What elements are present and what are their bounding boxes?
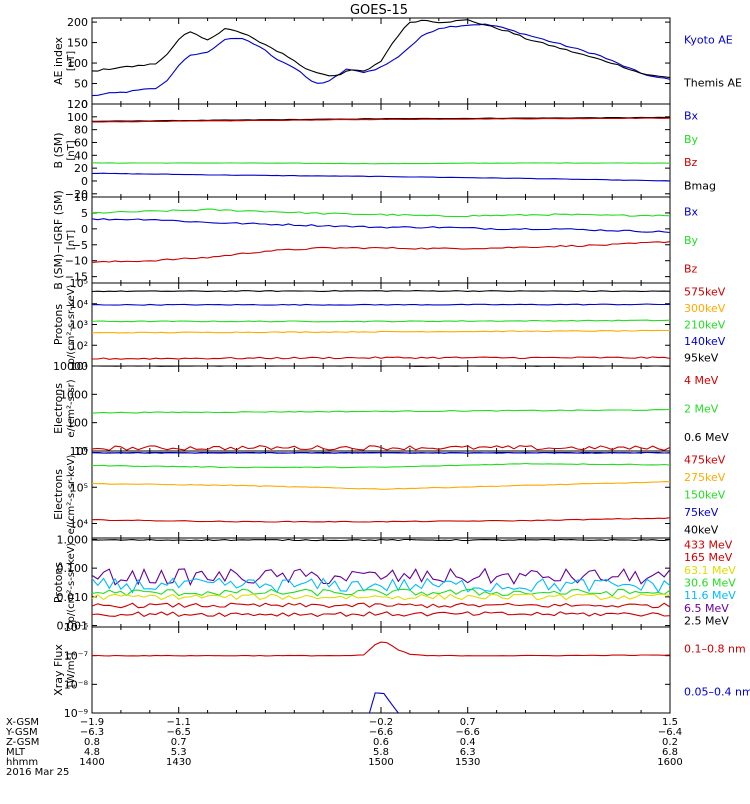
legend-bigrf-0: Bx [684,205,699,218]
series-bsm-3 [92,173,670,181]
series-electrons2-3 [92,482,670,490]
series-protons2-5 [92,603,670,608]
legend-protons1-2: 210keV [684,319,726,332]
legend-electrons1-2: 0.6 MeV [684,431,729,444]
legend-electrons2-2: 150keV [684,489,726,502]
ytick-label-bigrf-5: 10 [74,191,88,204]
ylabel-ae: AE index [52,36,65,85]
legend-protons1-4: 95keV [684,352,719,365]
date-label: 2016 Mar 25 [6,767,69,778]
series-electrons2-4 [92,518,670,522]
xcol-3-4: 1530 [455,757,480,768]
ylabel-protons2: Protons [52,562,65,603]
series-bsm-2 [92,163,670,164]
ytick-label-bsm-1: 0 [81,175,88,188]
legend-protons2-0: 433 MeV [684,538,733,551]
ytick-label-ae-3: 150 [67,37,88,50]
series-bigrf-2 [92,242,670,263]
legend-electrons2-0: 475keV [684,454,726,467]
series-protons1-0 [92,291,670,292]
ylabel-units-ae: [nT] [66,51,77,71]
ytick-label-bsm-5: 80 [74,124,88,137]
series-electrons1-1 [92,410,670,414]
series-protons2-1 [92,569,670,585]
series-protons1-4 [92,357,670,359]
ytick-label-bsm-6: 100 [67,111,88,124]
legend-protons2-5: 6.5 MeV [684,602,729,615]
legend-protons1-0: 575keV [684,285,726,298]
panel-frame-protons1 [92,283,670,366]
ytick-label-ae-1: 50 [74,78,88,91]
ylabel-units-protons1: p/(cm²-s-sr-keV) [66,284,77,364]
ylabel-units-bigrf: [nT] [66,230,77,250]
panel-frame-xray [92,627,670,713]
series-protons2-2 [92,578,670,592]
xcol-2-4: 1500 [368,757,393,768]
ytick-label-electrons1-3: 10000 [53,360,88,373]
legend-bsm-1: By [684,133,699,146]
ytick-label-bsm-7: 120 [67,98,88,111]
xcol-4-4: 1600 [657,757,682,768]
legend-protons1-1: 300keV [684,302,726,315]
legend-bigrf-1: By [684,234,699,247]
legend-ae-1: Themis AE [683,77,742,90]
ylabel-electrons2: Electrons [52,469,65,520]
ylabel-bigrf: B (SM)−IGRF (SM) [52,190,65,290]
ylabel-units-xray: [W/m²] [66,652,77,687]
series-electrons2-2 [92,464,670,468]
ylabel-bsm: B (SM) [52,132,65,168]
series-protons1-3 [92,330,670,333]
xcol-1-4: 1430 [166,757,191,768]
ytick-label-bigrf-4: 5 [81,207,88,220]
ytick-label-bigrf-1: −10 [65,255,88,268]
legend-bigrf-2: Bz [684,263,698,276]
legend-protons2-1: 165 MeV [684,551,733,564]
ytick-label-ae-4: 200 [67,16,88,29]
xcol-0-4: 1400 [79,757,104,768]
ylabel-xray: Xray Flux [52,644,65,696]
series-ae-0 [92,24,670,96]
series-xray-1 [369,693,398,713]
ylabel-protons1: Protons [52,304,65,345]
series-bigrf-1 [92,219,670,233]
legend-protons2-2: 63.1 MeV [684,564,736,577]
ylabel-units-electrons1: e/(cm²-s-sr) [66,379,77,437]
legend-electrons1-1: 2 MeV [684,403,719,416]
series-protons1-2 [92,320,670,322]
ylabel-units-electrons2: e/(cm²-s-sr-keV) [66,455,77,535]
legend-protons1-3: 140keV [684,335,726,348]
chart-title: GOES-15 [350,3,408,18]
ytick-label-xray-3: 10⁻⁶ [64,621,89,634]
panel-frame-electrons1 [92,366,670,451]
legend-electrons2-4: 40keV [684,523,719,536]
ytick-label-bsm-2: 20 [74,162,88,175]
series-bigrf-0 [92,209,670,217]
legend-ae-0: Kyoto AE [684,34,733,47]
legend-electrons2-1: 275keV [684,471,726,484]
legend-bsm-3: Bmag [684,179,716,192]
series-xray-0 [92,642,670,656]
legend-bsm-0: Bx [684,110,699,123]
legend-bsm-2: Bz [684,156,698,169]
ylabel-electrons1: Electrons [52,383,65,434]
legend-protons2-6: 2.5 MeV [684,615,729,628]
legend-electrons1-0: 4 MeV [684,374,719,387]
legend-protons2-4: 11.6 MeV [684,589,736,602]
legend-protons2-3: 30.6 MeV [684,577,736,590]
legend-electrons2-3: 75keV [684,506,719,519]
series-protons1-1 [92,304,670,305]
series-ae-1 [92,20,670,78]
legend-xray-0: 0.1–0.8 nm [684,643,746,656]
legend-xray-1: 0.05–0.4 nm [684,686,750,699]
ylabel-units-bsm: [nT] [66,140,77,160]
ytick-label-bigrf-3: 0 [81,223,88,236]
series-protons2-6 [92,612,670,617]
ylabel-units-protons2: p/(cm²-s-sr-keV) [66,542,77,622]
